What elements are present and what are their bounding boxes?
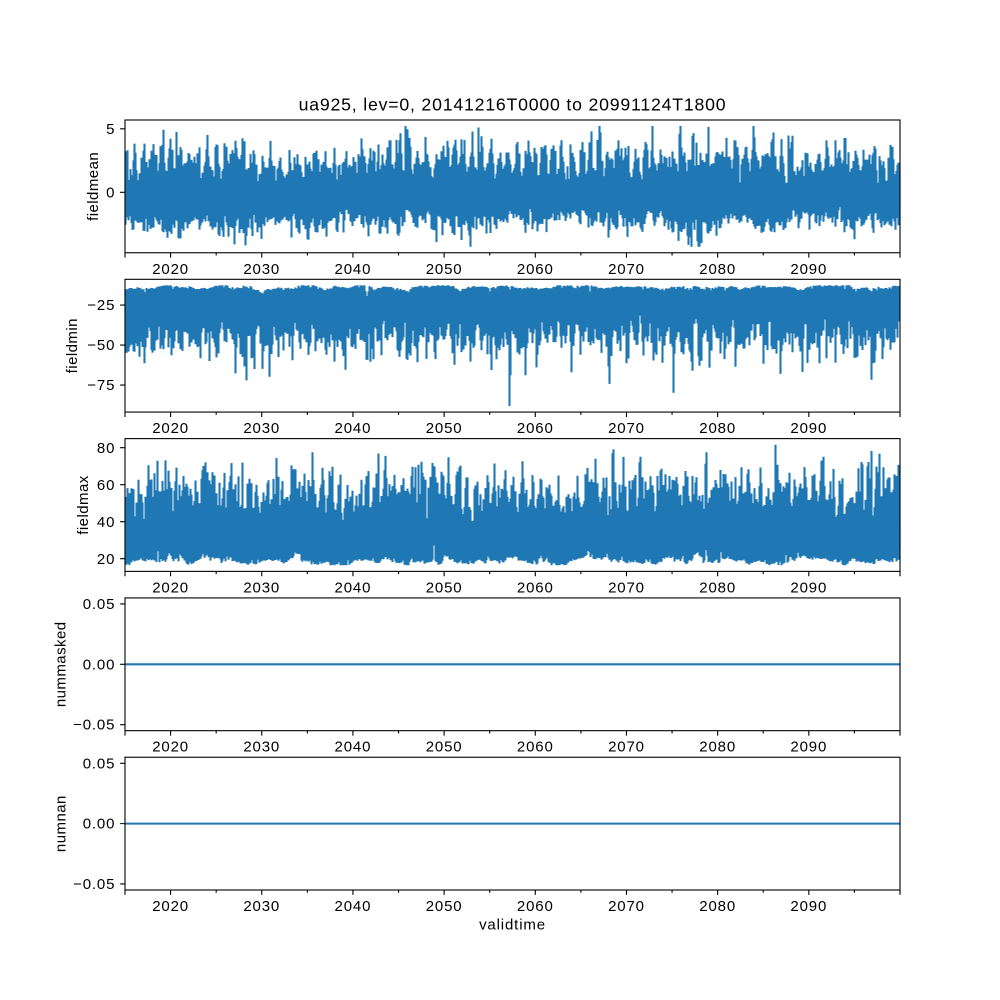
svg-text:2060: 2060	[517, 420, 554, 437]
svg-text:2080: 2080	[699, 739, 736, 756]
svg-text:−0.05: −0.05	[73, 876, 115, 893]
svg-text:0.05: 0.05	[83, 755, 116, 772]
svg-text:0: 0	[106, 184, 115, 201]
svg-text:2030: 2030	[243, 898, 280, 915]
svg-text:−0.05: −0.05	[73, 717, 115, 734]
svg-text:2080: 2080	[699, 579, 736, 596]
svg-text:2070: 2070	[608, 420, 645, 437]
svg-text:fieldmax: fieldmax	[75, 475, 92, 535]
svg-text:fieldmean: fieldmean	[85, 152, 102, 221]
svg-text:5: 5	[106, 121, 115, 138]
svg-text:2080: 2080	[699, 261, 736, 278]
svg-text:2020: 2020	[152, 420, 189, 437]
svg-text:2040: 2040	[335, 898, 372, 915]
svg-text:2090: 2090	[790, 420, 827, 437]
svg-text:−75: −75	[87, 377, 115, 394]
svg-text:2070: 2070	[608, 261, 645, 278]
svg-text:2030: 2030	[243, 579, 280, 596]
svg-text:0.00: 0.00	[83, 816, 116, 833]
svg-text:60: 60	[97, 477, 115, 494]
svg-text:2090: 2090	[790, 739, 827, 756]
svg-text:2060: 2060	[517, 739, 554, 756]
svg-text:2040: 2040	[335, 579, 372, 596]
svg-text:2030: 2030	[243, 261, 280, 278]
svg-text:validtime: validtime	[479, 917, 546, 934]
svg-text:0.00: 0.00	[83, 656, 116, 673]
svg-text:2060: 2060	[517, 898, 554, 915]
svg-text:−25: −25	[87, 297, 115, 314]
svg-text:0.05: 0.05	[83, 596, 116, 613]
svg-text:2060: 2060	[517, 261, 554, 278]
svg-text:2050: 2050	[426, 420, 463, 437]
svg-text:2040: 2040	[335, 261, 372, 278]
svg-text:nummasked: nummasked	[53, 621, 70, 707]
svg-text:2020: 2020	[152, 579, 189, 596]
svg-text:ua925, lev=0, 20141216T0000 to: ua925, lev=0, 20141216T0000 to 20991124T…	[299, 94, 727, 114]
svg-text:2070: 2070	[608, 898, 645, 915]
svg-text:2030: 2030	[243, 420, 280, 437]
svg-text:2020: 2020	[152, 261, 189, 278]
svg-text:20: 20	[97, 551, 115, 568]
svg-text:2040: 2040	[335, 739, 372, 756]
svg-text:40: 40	[97, 514, 115, 531]
svg-text:2030: 2030	[243, 739, 280, 756]
svg-text:2050: 2050	[426, 898, 463, 915]
svg-text:2090: 2090	[790, 898, 827, 915]
svg-text:2020: 2020	[152, 739, 189, 756]
svg-text:2070: 2070	[608, 739, 645, 756]
svg-text:2070: 2070	[608, 579, 645, 596]
svg-text:2050: 2050	[426, 739, 463, 756]
svg-text:2080: 2080	[699, 898, 736, 915]
svg-text:2050: 2050	[426, 261, 463, 278]
svg-text:numnan: numnan	[53, 795, 70, 852]
svg-text:2090: 2090	[790, 579, 827, 596]
svg-text:fieldmin: fieldmin	[64, 318, 81, 373]
svg-text:2090: 2090	[790, 261, 827, 278]
svg-text:2080: 2080	[699, 420, 736, 437]
svg-text:−50: −50	[87, 337, 115, 354]
svg-text:2050: 2050	[426, 579, 463, 596]
svg-text:2020: 2020	[152, 898, 189, 915]
svg-text:2040: 2040	[335, 420, 372, 437]
svg-text:2060: 2060	[517, 579, 554, 596]
svg-text:80: 80	[97, 440, 115, 457]
